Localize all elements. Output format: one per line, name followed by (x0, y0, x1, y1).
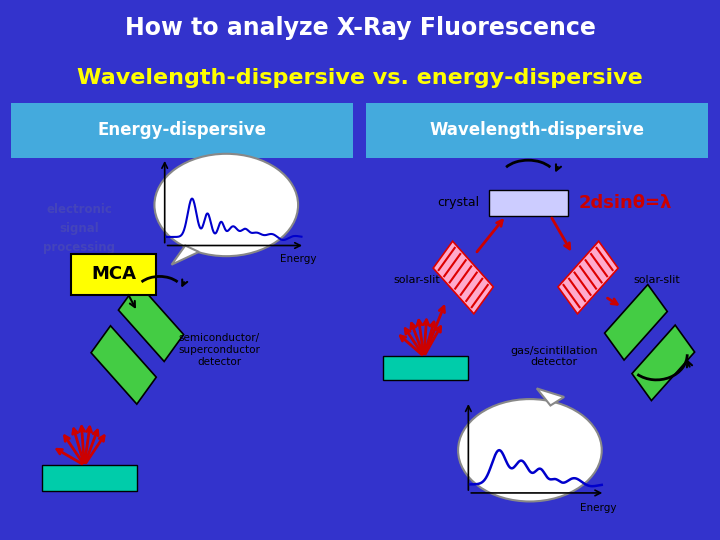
Ellipse shape (458, 399, 602, 502)
Polygon shape (91, 326, 156, 404)
FancyBboxPatch shape (71, 254, 156, 294)
Polygon shape (537, 388, 564, 406)
Bar (42, 465, 138, 491)
Text: 2dsinθ=λ: 2dsinθ=λ (579, 194, 672, 212)
Polygon shape (558, 241, 618, 314)
Text: Energy: Energy (280, 254, 316, 264)
Text: Energy-dispersive: Energy-dispersive (97, 122, 266, 139)
Polygon shape (433, 241, 493, 314)
Bar (383, 356, 469, 380)
Polygon shape (605, 285, 667, 360)
Text: Wavelength-dispersive vs. energy-dispersive: Wavelength-dispersive vs. energy-dispers… (77, 68, 643, 88)
Polygon shape (632, 325, 695, 401)
Text: How to analyze X-Ray Fluorescence: How to analyze X-Ray Fluorescence (125, 16, 595, 40)
Bar (366, 103, 708, 158)
Text: gas/scintillation
detector: gas/scintillation detector (510, 346, 598, 367)
Text: Energy: Energy (580, 503, 616, 513)
Text: MCA: MCA (91, 265, 136, 284)
Polygon shape (171, 246, 199, 265)
Ellipse shape (154, 154, 298, 256)
Text: solar-slit: solar-slit (633, 275, 680, 285)
Polygon shape (118, 283, 184, 361)
Text: Wavelength-dispersive: Wavelength-dispersive (429, 122, 644, 139)
Text: crystal: crystal (437, 197, 480, 210)
Text: electronic
signal
processing: electronic signal processing (43, 203, 115, 254)
Bar (11, 103, 353, 158)
Text: solar-slit: solar-slit (394, 275, 441, 285)
Bar (489, 190, 567, 215)
Text: semiconductor/
superconductor
detector: semiconductor/ superconductor detector (179, 333, 261, 367)
